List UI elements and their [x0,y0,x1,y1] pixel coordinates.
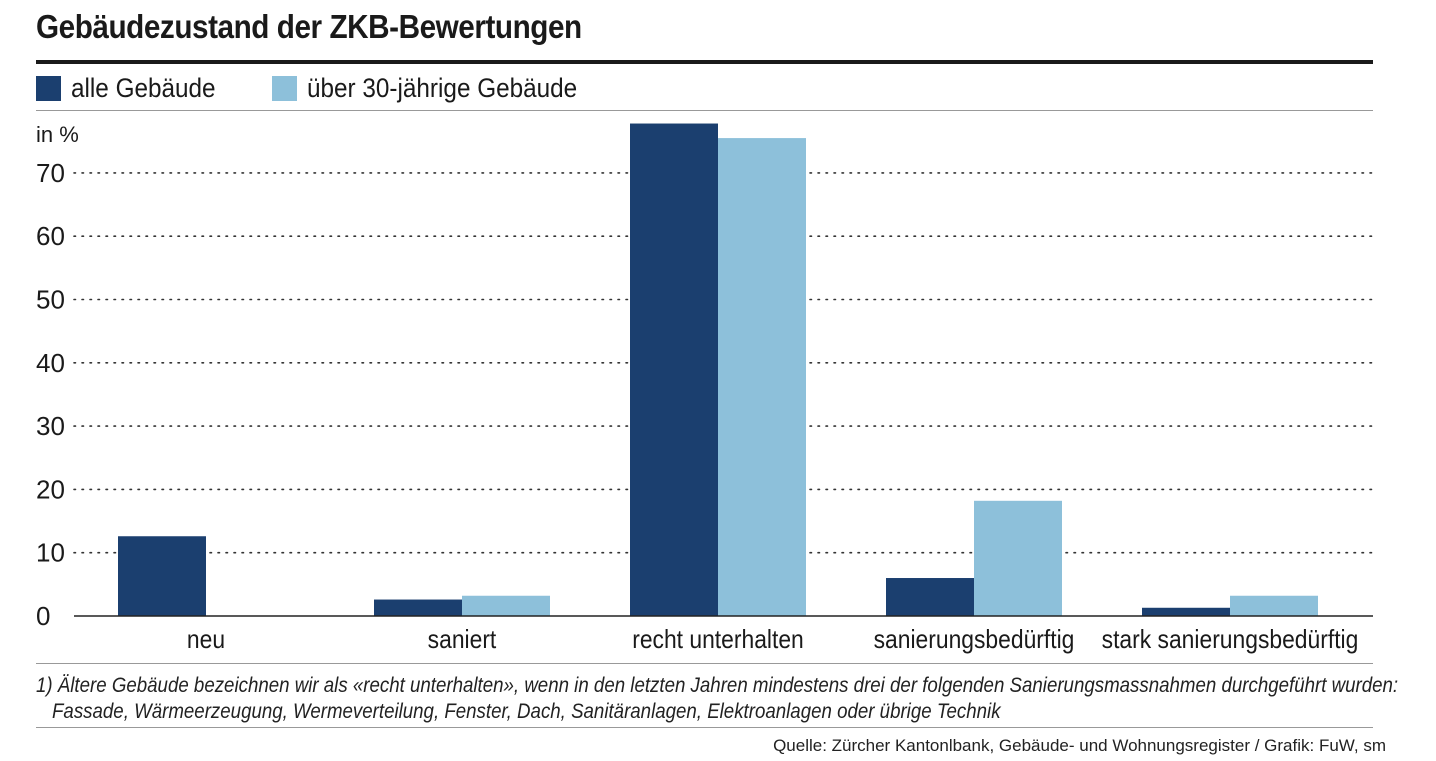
legend-swatch-alle-gebaeude [36,75,61,101]
source-note: Quelle: Zürcher Kantonlbank, Gebäude- un… [773,736,1386,755]
y-tick-label-60: 60 [36,221,65,251]
legend-item-ueber-30-jaehrige: über 30-jährige Gebäude [271,72,607,104]
y-tick-label-0: 0 [36,601,50,631]
chart-title: Gebäudezustand der ZKB-Bewertungen [36,8,582,45]
bar-ueber30-4 [1230,595,1318,616]
legend-label-alle-gebaeude: alle Gebäude [71,72,216,103]
x-tick-label-0: neu [187,626,225,655]
bar-alle-3 [886,578,974,616]
y-tick-label-70: 70 [36,158,65,188]
bar-alle-0 [118,536,206,616]
legend: alle Gebäude über 30-jährige Gebäude [36,72,647,104]
footnote-line-2: Fassade, Wärmeerzeugung, Wermeverteilung… [52,700,1001,723]
legend-item-alle-gebaeude: alle Gebäude [36,73,232,104]
y-tick-label-20: 20 [36,474,65,504]
y-tick-label-40: 40 [36,348,65,378]
footnote: 1) Ältere Gebäude bezeichnen wir als «re… [36,673,1398,725]
y-tick-label-30: 30 [36,411,65,441]
x-tick-label-4: stark sanierungsbedürftig [1102,626,1359,655]
bar-alle-2 [630,123,718,616]
title-rule [36,60,1373,64]
legend-swatch-ueber-30-jaehrige [271,75,297,101]
bar-ueber30-3 [974,500,1062,616]
y-tick-label-50: 50 [36,285,65,315]
bar-alle-4 [1142,607,1230,616]
bar-ueber30-1 [462,595,550,616]
footnote-rule-top [36,663,1373,664]
bar-alle-1 [374,599,462,616]
footnote-rule-bottom [36,727,1373,728]
y-tick-label-10: 10 [36,538,65,568]
y-axis-label: in % [36,122,79,147]
footnote-line-1: 1) Ältere Gebäude bezeichnen wir als «re… [36,674,1399,697]
x-tick-label-3: sanierungsbedürftig [874,626,1075,655]
legend-label-ueber-30-jaehrige: über 30-jährige Gebäude [306,72,577,103]
legend-rule [36,110,1373,111]
bar-ueber30-2 [718,138,806,616]
x-tick-label-2: recht unterhalten [632,626,804,655]
x-tick-label-1: saniert [428,626,497,655]
bar-chart: 0 10 20 30 40 50 60 70 in % neu saniert recht unter… [36,122,1374,655]
